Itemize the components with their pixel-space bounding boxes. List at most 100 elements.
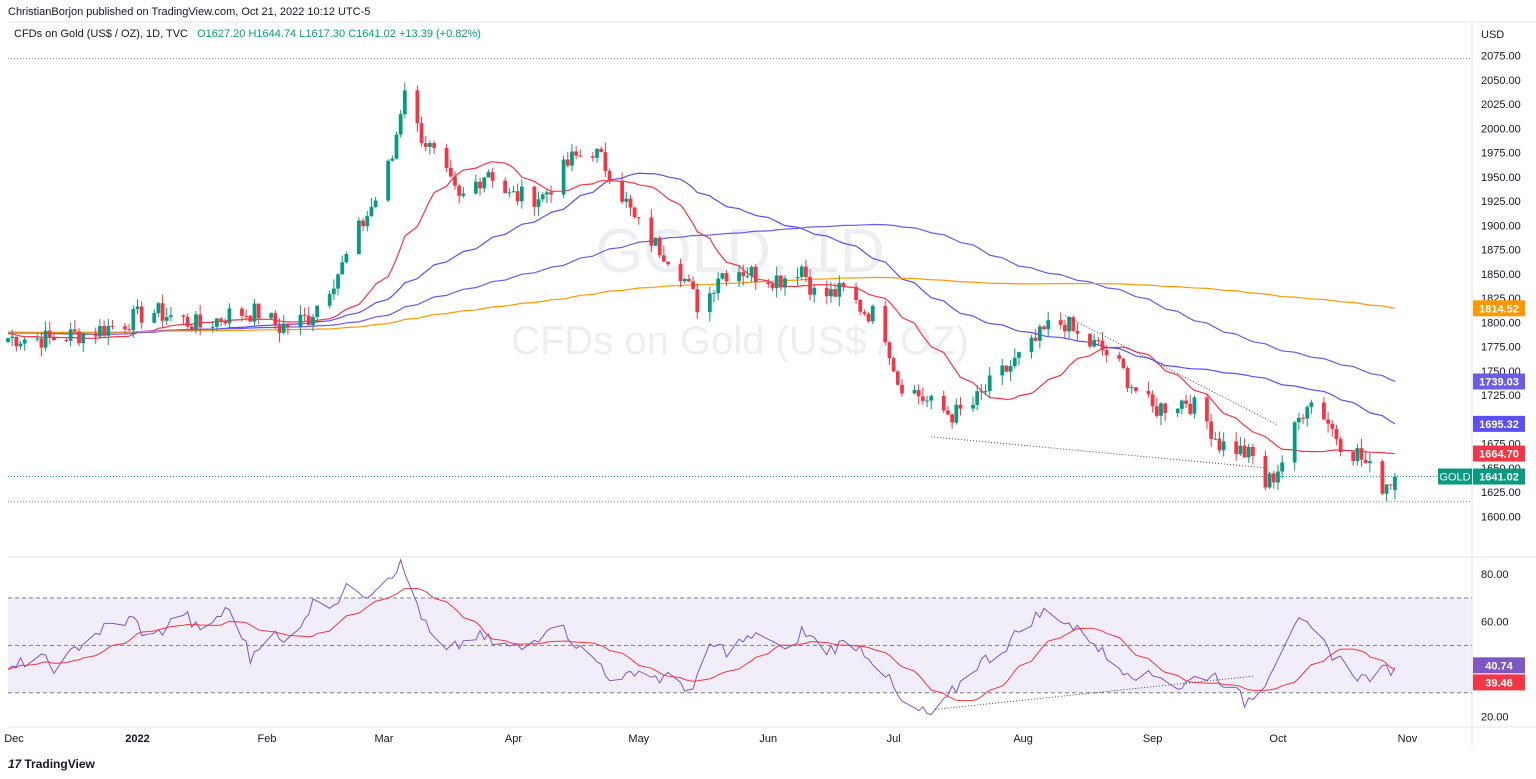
candle-body <box>741 272 746 277</box>
candle <box>185 313 190 329</box>
candle <box>895 369 900 386</box>
candle-body <box>461 193 466 196</box>
candle <box>712 290 716 302</box>
ma-20-line <box>7 161 1395 455</box>
candle <box>1393 472 1397 500</box>
candle-body <box>1017 352 1021 358</box>
candle <box>887 341 892 365</box>
rsi-trendline <box>935 675 1253 710</box>
price-tick-label: 1875.00 <box>1481 245 1521 257</box>
candle <box>511 185 516 193</box>
candle-body <box>1384 484 1389 494</box>
candle-body <box>14 336 19 347</box>
candle <box>1271 470 1276 489</box>
rsi-badge: 40.74 <box>1473 657 1525 674</box>
ma-200-badge-text: 1814.52 <box>1479 303 1519 315</box>
candle-body <box>912 390 917 394</box>
rsi-tick-label: 80.00 <box>1481 569 1509 581</box>
candle <box>1384 484 1389 502</box>
candle-body <box>277 324 282 333</box>
candle <box>1150 390 1155 413</box>
candle <box>1000 358 1005 385</box>
candle <box>687 274 691 283</box>
candle <box>649 209 654 253</box>
candle-body <box>286 323 290 327</box>
candle-body <box>532 186 537 207</box>
candle <box>448 159 453 178</box>
candle <box>561 155 566 199</box>
ohlc-high: H1644.74 <box>248 28 297 40</box>
candle-body <box>214 318 219 327</box>
candle <box>954 398 959 425</box>
candle-body <box>331 288 336 295</box>
candle-body <box>432 143 436 148</box>
last-price-badge-text: 1641.02 <box>1479 472 1519 484</box>
candle-body <box>110 325 115 327</box>
candle-body <box>987 375 992 392</box>
symbol-description: CFDs on Gold (US$ / OZ), 1D, TVC <box>14 28 189 40</box>
candle-body <box>1355 448 1360 462</box>
ma-100-badge: 1739.03 <box>1473 373 1525 390</box>
candle-body <box>269 313 274 319</box>
candle-body <box>900 384 904 394</box>
candle <box>678 258 683 288</box>
candle-body <box>929 395 934 401</box>
candle <box>344 251 349 264</box>
candle <box>1192 395 1197 419</box>
candle <box>386 159 391 202</box>
candle <box>302 307 307 322</box>
candle <box>482 176 487 193</box>
candle <box>181 314 186 326</box>
candle-body <box>474 181 478 194</box>
candle-body <box>1121 358 1126 369</box>
candle <box>131 305 136 339</box>
time-tick-label: 2022 <box>125 733 149 745</box>
candle-body <box>636 217 641 219</box>
candle-body <box>1042 326 1046 330</box>
candle <box>545 188 549 204</box>
candle-body <box>340 262 345 275</box>
candle-body <box>979 391 984 393</box>
candle <box>490 167 495 188</box>
price-tick-label: 1600.00 <box>1481 511 1521 523</box>
candle-body <box>444 147 449 168</box>
candle-body <box>131 309 136 331</box>
tradingview-footer[interactable]: 17 TradingView <box>8 757 95 771</box>
candle-body <box>219 318 223 322</box>
candle <box>1326 411 1330 433</box>
candle <box>1163 402 1168 422</box>
candle-body <box>1150 394 1155 407</box>
candle-body <box>1033 337 1038 341</box>
candle-body <box>599 148 604 153</box>
candle-body <box>102 325 106 336</box>
candle <box>741 264 746 286</box>
candle <box>1096 337 1101 345</box>
candle-body <box>1192 397 1197 414</box>
candle <box>950 413 954 429</box>
price-tick-label: 1625.00 <box>1481 487 1521 499</box>
candle-body <box>1334 428 1339 440</box>
candle <box>549 185 553 203</box>
candle <box>595 148 599 163</box>
candle <box>1251 443 1255 465</box>
candle-body <box>127 329 132 331</box>
candle <box>156 301 161 317</box>
ma-100-line <box>7 223 1396 383</box>
candle <box>1322 397 1326 421</box>
trendlines <box>931 315 1279 469</box>
candle-body <box>22 339 27 344</box>
candle-body <box>716 278 721 294</box>
candle-body <box>1301 417 1305 419</box>
candle <box>1071 315 1076 333</box>
candle <box>724 270 729 287</box>
candle <box>252 298 257 327</box>
candle <box>540 192 545 203</box>
candle-body <box>423 143 428 147</box>
candle <box>737 264 741 287</box>
symbol-tag: GOLD <box>1438 468 1472 485</box>
candle-body <box>1029 337 1034 353</box>
candle-body <box>1129 387 1134 389</box>
time-axis: Dec 2022 Feb Mar Apr May Jun Jul Aug Sep Oct Nov <box>4 733 1418 745</box>
candle <box>110 320 115 330</box>
